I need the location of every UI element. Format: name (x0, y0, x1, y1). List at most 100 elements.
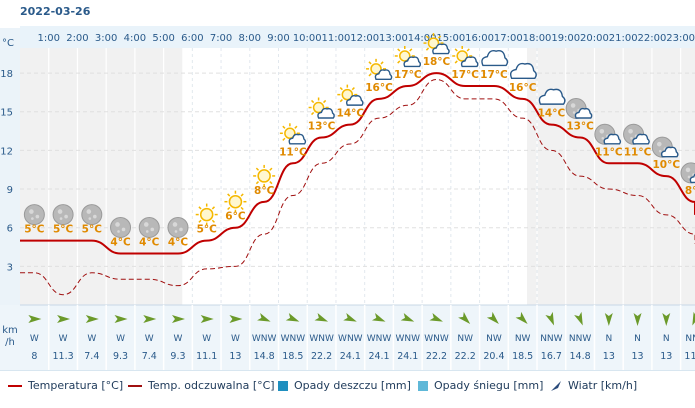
sun-ray (255, 181, 260, 185)
moon-crater (35, 214, 40, 219)
wind-direction: W (59, 334, 68, 344)
sun-disc (228, 194, 243, 209)
hour-label: 4:00 (124, 33, 146, 44)
sun-ray (255, 167, 260, 171)
temperature-label: 6°C (225, 211, 246, 223)
temperature-label: 18°C (423, 56, 451, 68)
wind-arrow-icon (257, 313, 271, 322)
wind-arrow-icon (28, 315, 42, 323)
legend-feels-like: Temp. odczuwalna [°C] (128, 379, 275, 392)
wind-speed: 9.3 (113, 351, 128, 362)
hour-label: 19:00 (551, 33, 580, 44)
hour-label: 10:00 (293, 33, 322, 44)
cloud-shape (660, 146, 679, 158)
moon-crater (172, 222, 178, 227)
sun-disc (284, 127, 296, 140)
moon-disc (23, 204, 45, 226)
wind-arrow-icon (429, 313, 443, 322)
cloud-shape (689, 173, 695, 184)
wind-arrow-icon (343, 313, 357, 322)
y-tick-label: 3 (7, 262, 13, 273)
wind-unit: /h (5, 337, 15, 348)
hour-label: 12:00 (350, 33, 379, 44)
cloud-shape (317, 107, 335, 119)
moon-crater (599, 128, 605, 134)
y-tick-label: 6 (7, 224, 13, 235)
night-band (20, 28, 183, 305)
hour-label: 6:00 (181, 33, 203, 44)
temperature-label: 5°C (53, 224, 74, 236)
moon-crater (59, 217, 63, 220)
moon-disc (167, 216, 189, 238)
sun-ray (282, 137, 286, 141)
moon-crater (115, 222, 120, 227)
hour-label: 20:00 (580, 33, 609, 44)
temperature-label: 13°C (308, 121, 336, 133)
hour-label: 17:00 (494, 33, 523, 44)
cloud-icon (481, 49, 509, 67)
sun-ray (211, 206, 216, 210)
wind-direction: NW (515, 334, 531, 344)
sun-ray (198, 219, 202, 223)
wind-direction: W (87, 334, 96, 344)
moon-crater (658, 149, 662, 153)
wind-speed: 18.5 (282, 351, 303, 362)
hour-label: 16:00 (465, 33, 494, 44)
cloud-icon (538, 88, 566, 105)
temperature-label: 11°C (624, 146, 652, 158)
cloud-shape (403, 56, 422, 68)
wind-arrow-icon (458, 311, 471, 324)
moon-crater (93, 214, 97, 219)
wind-speed: 24.1 (368, 351, 389, 362)
sun-ray (437, 35, 442, 39)
wind-direction: N (663, 334, 670, 344)
y-tick-label: 12 (0, 146, 13, 157)
moon-cloud-icon (623, 123, 650, 145)
moon-crater (174, 230, 178, 233)
temperature-label: 5°C (197, 224, 218, 236)
y-axis-band (0, 28, 20, 305)
wind-direction: W (145, 334, 154, 344)
sun-ray (323, 99, 327, 104)
moon-crater (117, 230, 120, 233)
sun-ray (351, 87, 355, 91)
wind-arrow-icon (692, 311, 695, 326)
wind-arrow-icon (662, 313, 671, 326)
sun-ray (282, 125, 286, 129)
wind-speed: 11.1 (684, 351, 695, 362)
hour-label: 13:00 (379, 33, 408, 44)
wind-direction: WNW (424, 334, 449, 344)
wind-speed: 9.3 (170, 351, 185, 362)
moon-disc (81, 204, 103, 226)
moon-cloud-icon (651, 136, 679, 158)
moon-crater (601, 136, 605, 140)
legend-snow: Opady śniegu [mm] (418, 379, 543, 392)
temperature-label: 11°C (595, 146, 623, 158)
moon-crater (88, 217, 92, 220)
wind-arrow-icon (200, 315, 214, 323)
wind-direction: NW (457, 334, 473, 344)
sun-ray (339, 87, 343, 91)
wind-speed: 11.3 (53, 351, 74, 362)
sun-disc (341, 88, 354, 101)
wind-speed: 8 (31, 351, 37, 362)
temperature-label: 5°C (24, 224, 45, 236)
sun-disc (370, 63, 382, 75)
wind-speed: 22.2 (426, 351, 447, 362)
hour-label: 9:00 (267, 33, 289, 44)
legend: Temperatura [°C] Temp. odczuwalna [°C] O… (0, 370, 695, 401)
wind-direction: W (174, 334, 183, 344)
wind-speed: 7.4 (84, 351, 99, 362)
sun-disc (399, 50, 411, 62)
cloud-shape (460, 56, 479, 68)
sun-cloud-icon (423, 33, 450, 55)
wind-arrow-icon (604, 313, 613, 326)
moon-crater (630, 136, 633, 140)
temperature-label: 16°C (509, 82, 537, 94)
moon-crater (29, 209, 34, 214)
sun-icon (195, 203, 218, 226)
wind-arrow-icon (143, 315, 157, 323)
sun-ray (240, 206, 244, 211)
wind-direction: WNW (338, 334, 363, 344)
sun-ray (425, 47, 430, 51)
